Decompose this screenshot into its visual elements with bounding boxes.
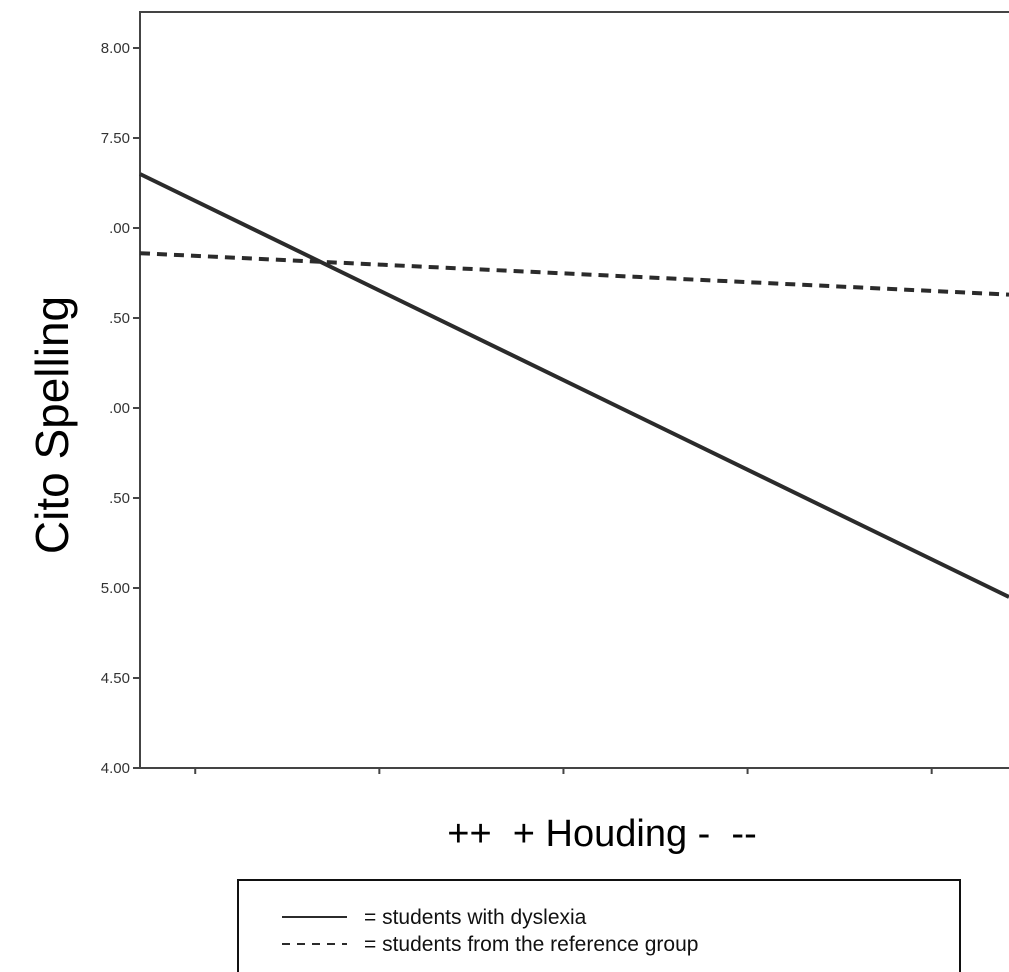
legend-label-reference: = students from the reference group (364, 933, 698, 956)
y-tick-label: 8.00 (101, 40, 130, 57)
legend-box (237, 879, 961, 972)
plot-area (139, 11, 1009, 769)
y-tick-label: .00 (109, 400, 130, 417)
series-line-reference (139, 251, 1009, 297)
x-axis-title: ++ + Houding - -- (447, 813, 756, 855)
series-line-dyslexia (139, 172, 1009, 599)
y-tick-label: .00 (109, 220, 130, 237)
plot-frame (139, 11, 1009, 769)
y-axis-title: Cito Spelling (26, 296, 78, 554)
series-lines (139, 172, 1009, 599)
x-tick-crop (138, 778, 1009, 792)
y-tick-label: 4.50 (101, 670, 130, 687)
y-tick-label: 7.50 (101, 130, 130, 147)
y-tick-label: .50 (109, 310, 130, 327)
legend-label-dyslexia: = students with dyslexia (364, 906, 587, 929)
y-tick-label: 4.00 (101, 760, 130, 777)
legend: = students with dyslexia = students from… (237, 879, 961, 972)
y-tick-label: .50 (109, 490, 130, 507)
y-tick-label: 5.00 (101, 580, 130, 597)
axis-ticks: 4.004.505.00.50.00.50.007.508.00-2.0-1.0… (101, 40, 1009, 794)
